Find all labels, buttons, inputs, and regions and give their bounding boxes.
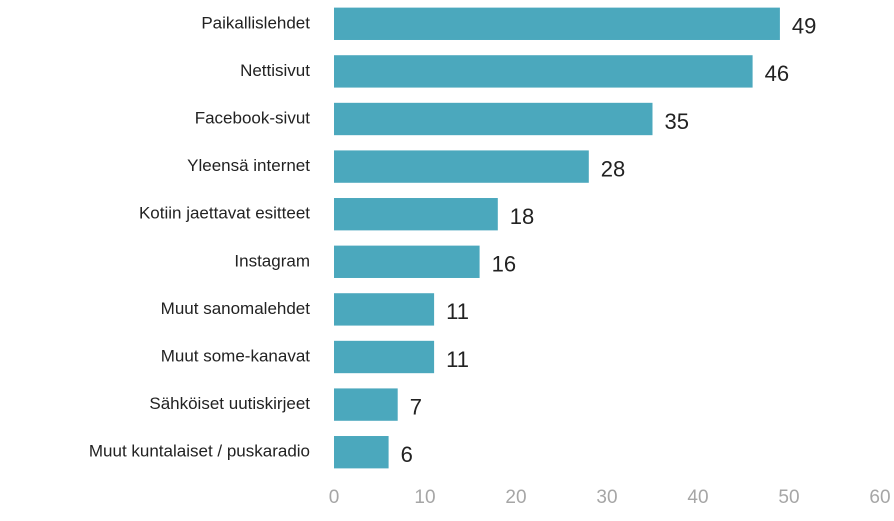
value-label: 16: [492, 252, 516, 277]
bar: [334, 293, 435, 326]
y-tick-label: Sähköiset uutiskirjeet: [149, 394, 310, 413]
x-tick-label: 40: [687, 487, 708, 508]
bar: [334, 340, 435, 374]
y-tick-label: Muut some-kanavat: [161, 346, 311, 365]
bar: [334, 245, 480, 278]
value-label: 46: [765, 61, 789, 86]
y-tick-label: Muut sanomalehdet: [161, 299, 311, 318]
y-tick-label: Facebook-sivut: [195, 108, 311, 127]
x-tick-label: 50: [778, 487, 799, 508]
bar: [334, 7, 780, 40]
y-tick-label: Yleensä internet: [187, 156, 310, 175]
value-label: 28: [601, 156, 625, 181]
value-label: 35: [665, 109, 689, 134]
y-tick-label: Instagram: [234, 251, 310, 270]
value-label: 7: [410, 394, 422, 419]
x-tick-label: 60: [869, 487, 890, 508]
x-tick-label: 30: [596, 487, 617, 508]
value-label: 11: [446, 299, 469, 324]
bar: [334, 150, 589, 183]
value-label: 6: [401, 442, 413, 467]
y-tick-label: Kotiin jaettavat esitteet: [139, 204, 310, 223]
value-label: 49: [792, 14, 816, 39]
x-tick-label: 0: [329, 487, 340, 508]
bar: [334, 436, 389, 469]
value-label: 11: [446, 347, 469, 372]
y-tick-label: Muut kuntalaiset / puskaradio: [89, 442, 310, 461]
y-tick-label: Nettisivut: [240, 61, 310, 80]
bar: [334, 102, 653, 136]
x-tick-label: 20: [505, 487, 526, 508]
y-tick-label: Paikallislehdet: [201, 13, 310, 32]
bar: [334, 198, 498, 231]
bar: [334, 55, 753, 88]
x-tick-label: 10: [414, 487, 435, 508]
value-label: 18: [510, 204, 534, 229]
bar: [334, 388, 398, 421]
